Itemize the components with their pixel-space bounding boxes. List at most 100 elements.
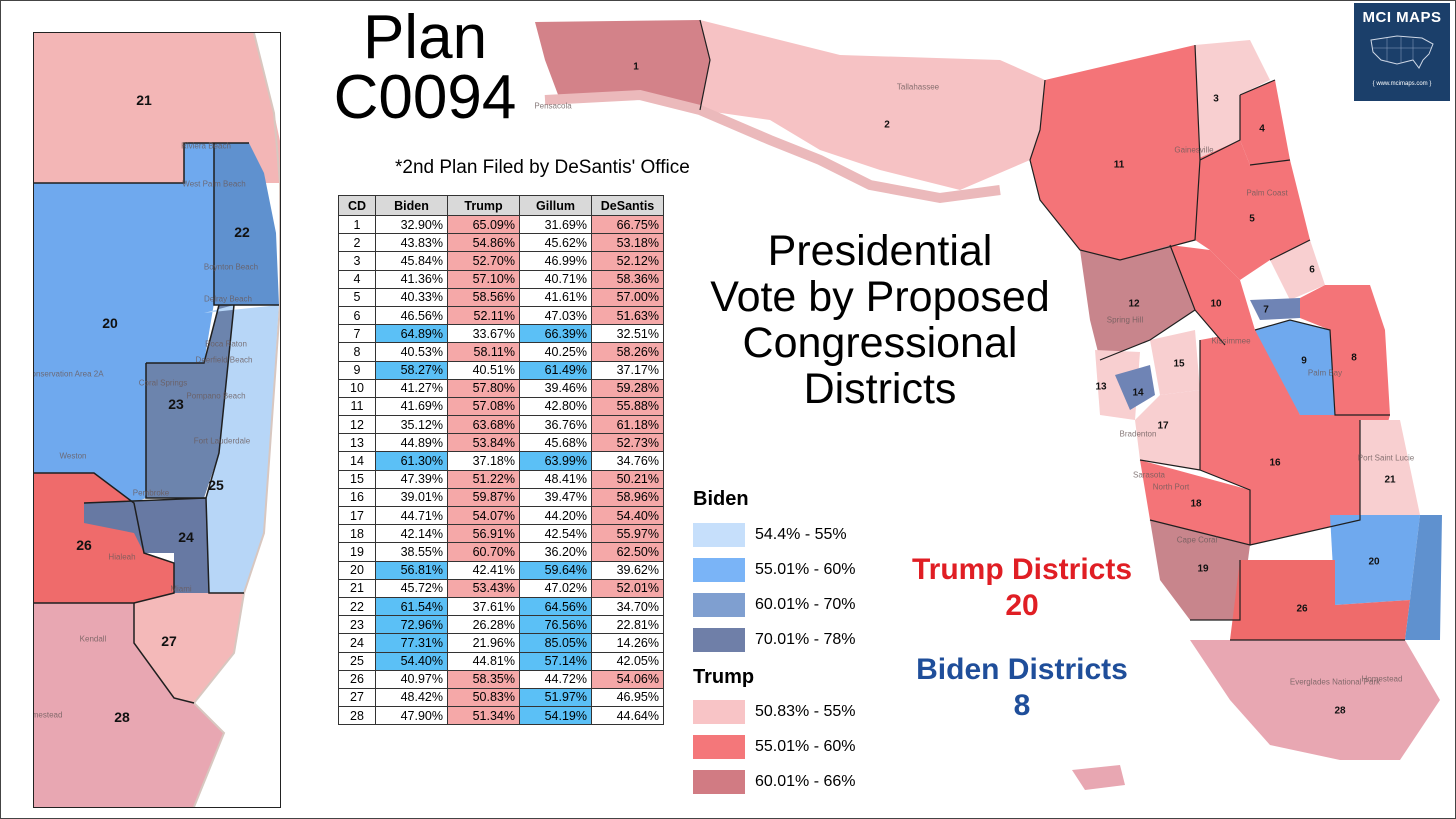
place-name: Deerfield Beach	[195, 355, 253, 365]
district-label: 28	[1334, 705, 1346, 717]
table-row: 17 44.71% 54.07% 44.20% 54.40%	[338, 505, 664, 526]
biden-district-summary: Biden Districts 8	[872, 652, 1172, 724]
plan-title-line2: C0094	[333, 63, 517, 132]
vote-share-cell: 55.97%	[591, 524, 664, 544]
district-24-inset	[84, 498, 209, 593]
district-number-cell: 14	[338, 451, 376, 471]
vote-share-cell: 62.50%	[591, 542, 664, 562]
vote-share-cell: 33.67%	[447, 324, 520, 344]
district-number-cell: 25	[338, 651, 376, 671]
legend-item-biden: 70.01% - 78%	[693, 628, 856, 652]
place-name: Kendall	[79, 634, 107, 644]
table-row: 15 47.39% 51.22% 48.41% 50.21%	[338, 469, 664, 489]
vote-share-cell: 53.43%	[447, 578, 520, 598]
table-row: 20 56.81% 42.41% 59.64% 39.62%	[338, 560, 664, 580]
district-number-cell: 7	[338, 324, 376, 344]
vote-share-cell: 53.84%	[447, 433, 520, 453]
vote-share-cell: 34.70%	[591, 596, 664, 617]
legend-swatch	[693, 558, 745, 582]
legend-label: 55.01% - 60%	[755, 738, 856, 755]
table-row: 6 46.56% 52.11% 47.03% 51.63%	[338, 305, 664, 326]
vote-share-cell: 43.83%	[375, 233, 448, 253]
district-number-cell: 5	[338, 287, 376, 307]
us-map-icon	[1370, 35, 1434, 69]
vote-share-cell: 40.97%	[375, 669, 448, 689]
vote-share-cell: 58.11%	[447, 342, 520, 362]
table-row: 16 39.01% 59.87% 39.47% 58.96%	[338, 487, 664, 508]
district-number-cell: 8	[338, 342, 376, 362]
table-row: 21 45.72% 53.43% 47.02% 52.01%	[338, 578, 664, 598]
district-label: 24	[178, 529, 194, 545]
table-row: 28 47.90% 51.34% 54.19% 44.64%	[338, 706, 664, 726]
presidential-heading: Presidential Vote by Proposed Congressio…	[690, 228, 1070, 412]
place-name: North Port	[1152, 482, 1190, 492]
table-header-row: CD Biden Trump Gillum DeSantis	[338, 195, 664, 216]
legend-swatch	[693, 770, 745, 794]
vote-share-cell: 26.28%	[447, 615, 520, 635]
district-28-inset	[34, 603, 224, 807]
vote-share-cell: 51.22%	[447, 469, 520, 489]
legend-item-biden: 55.01% - 60%	[693, 558, 856, 582]
table-row: 10 41.27% 57.80% 39.46% 59.28%	[338, 378, 664, 398]
table-row: 26 40.97% 58.35% 44.72% 54.06%	[338, 669, 664, 689]
trump-district-summary: Trump Districts 20	[872, 552, 1172, 624]
vote-share-cell: 58.27%	[375, 360, 448, 380]
district-number-cell: 13	[338, 433, 376, 453]
district-label: 26	[76, 537, 92, 553]
district-23-inset	[146, 305, 234, 498]
legend-item-trump: 50.83% - 55%	[693, 700, 856, 724]
vote-share-cell: 64.89%	[375, 324, 448, 344]
vote-share-cell: 57.00%	[591, 287, 664, 307]
legend-label: 60.01% - 66%	[755, 773, 856, 790]
vote-share-cell: 58.35%	[447, 669, 520, 689]
table-row: 7 64.89% 33.67% 66.39% 32.51%	[338, 324, 664, 344]
place-name: West Palm Beach	[182, 179, 246, 189]
vote-share-cell: 57.10%	[447, 269, 520, 289]
vote-share-cell: 41.61%	[519, 287, 592, 307]
vote-share-cell: 14.26%	[591, 633, 664, 653]
vote-share-cell: 59.64%	[519, 560, 592, 580]
place-name: Palm Bay	[1307, 368, 1343, 378]
vote-share-cell: 76.56%	[519, 615, 592, 635]
vote-share-cell: 52.73%	[591, 433, 664, 453]
legend-label: 60.01% - 70%	[755, 596, 856, 613]
vote-share-cell: 45.72%	[375, 578, 448, 598]
vote-share-cell: 44.72%	[519, 669, 592, 689]
place-name: Spring Hill	[1106, 315, 1144, 325]
place-name: Hialeah	[108, 552, 136, 562]
place-name: Port Saint Lucie	[1357, 453, 1415, 463]
district-label: 25	[208, 477, 224, 493]
vote-share-cell: 45.68%	[519, 433, 592, 453]
place-name: Coral Springs	[138, 378, 188, 388]
district-number-cell: 20	[338, 560, 376, 580]
vote-share-cell: 55.88%	[591, 396, 664, 417]
legend-item-biden: 60.01% - 70%	[693, 593, 856, 617]
place-name: Miami	[170, 584, 192, 594]
vote-share-cell: 59.87%	[447, 487, 520, 508]
district-label: 23	[168, 396, 184, 412]
vote-share-cell: 47.03%	[519, 305, 592, 326]
vote-share-cell: 72.96%	[375, 615, 448, 635]
vote-share-cell: 51.97%	[519, 687, 592, 708]
district-results-table: CD Biden Trump Gillum DeSantis 1 32.90% 65.09%…	[338, 195, 664, 726]
legend-label: 54.4% - 55%	[755, 526, 847, 543]
district-label: 13	[1095, 381, 1107, 393]
district-label: 28	[114, 709, 130, 725]
legend-label: 70.01% - 78%	[755, 631, 856, 648]
vote-share-cell: 41.36%	[375, 269, 448, 289]
place-name: Riviera Beach	[181, 141, 231, 151]
vote-share-cell: 57.80%	[447, 378, 520, 398]
place-name: Boca Raton	[205, 339, 247, 349]
table-row: 22 61.54% 37.61% 64.56% 34.70%	[338, 596, 664, 617]
legend-swatch	[693, 735, 745, 759]
district-label: 17	[1157, 420, 1169, 432]
column-header: CD	[338, 195, 376, 216]
table-row: 23 72.96% 26.28% 76.56% 22.81%	[338, 615, 664, 635]
place-name: Sarasota	[1132, 470, 1166, 480]
table-row: 1 32.90% 65.09% 31.69% 66.75%	[338, 214, 664, 235]
vote-share-cell: 39.46%	[519, 378, 592, 398]
vote-share-cell: 42.41%	[447, 560, 520, 580]
place-name: Boynton Beach	[203, 262, 259, 272]
vote-share-cell: 58.36%	[591, 269, 664, 289]
place-name: Bradenton	[1119, 429, 1157, 439]
